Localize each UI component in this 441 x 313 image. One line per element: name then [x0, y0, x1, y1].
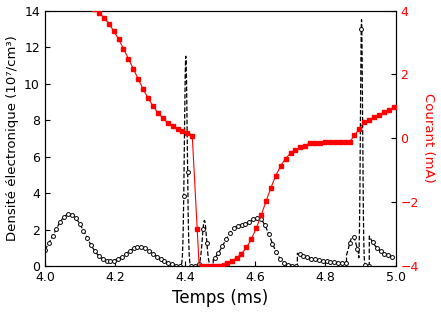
- Y-axis label: Densité électronique (10⁷/cm³): Densité électronique (10⁷/cm³): [6, 35, 19, 241]
- X-axis label: Temps (ms): Temps (ms): [172, 290, 268, 307]
- Y-axis label: Courant (mA): Courant (mA): [422, 93, 435, 183]
